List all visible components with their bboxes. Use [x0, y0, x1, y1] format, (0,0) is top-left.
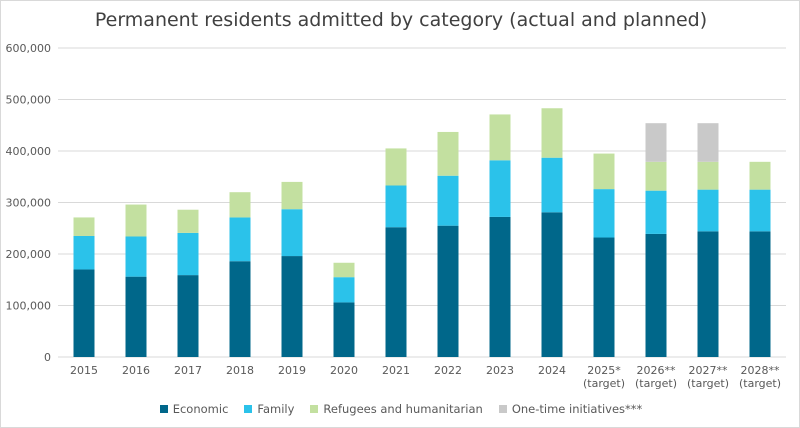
bar-refugees-and-humanitarian [333, 262, 355, 278]
y-tick-label: 200,000 [6, 248, 52, 261]
bar-family [281, 209, 303, 257]
x-tick-label: 2028** [741, 364, 780, 377]
bar-family [749, 189, 771, 232]
bar-family [385, 185, 407, 228]
bar-economic [177, 275, 199, 357]
bar-economic [437, 225, 459, 357]
legend-item: One-time initiatives*** [498, 402, 643, 416]
y-tick-label: 400,000 [6, 145, 52, 158]
bar-one-time-initiatives [697, 123, 719, 162]
bar-family [73, 235, 95, 270]
bar-refugees-and-humanitarian [385, 148, 407, 186]
bar-family [229, 217, 251, 262]
y-tick-label: 600,000 [6, 42, 52, 55]
plot-area: 0 100,000 200,000 300,000 400,000 500,000 600,… [6, 42, 786, 390]
bar-economic [593, 237, 615, 357]
y-tick-label: 100,000 [6, 300, 52, 313]
bar-economic [697, 231, 719, 357]
legend-item: Family [244, 402, 294, 416]
bar-economic [281, 256, 303, 357]
bar-family [697, 189, 719, 232]
bar-economic [645, 233, 667, 357]
bar-refugees-and-humanitarian [645, 161, 667, 191]
legend: Economic Family Refugees and humanitarian O… [1, 402, 799, 416]
bar-refugees-and-humanitarian [437, 131, 459, 176]
bar-refugees-and-humanitarian [697, 161, 719, 190]
bar-economic [749, 231, 771, 357]
bar-family [333, 277, 355, 303]
x-tick-label: 2021 [382, 364, 410, 377]
y-tick-label: 300,000 [6, 197, 52, 210]
x-tick-label: 2015 [70, 364, 98, 377]
x-tick-label: 2020 [330, 364, 358, 377]
bar-family [177, 232, 199, 276]
legend-label: One-time initiatives*** [511, 402, 643, 416]
bar-refugees-and-humanitarian [541, 108, 563, 158]
y-tick-label: 500,000 [6, 94, 52, 107]
x-tick-label: (target) [687, 377, 729, 390]
y-tick-label: 0 [44, 351, 51, 364]
bar-family [489, 160, 511, 217]
bar-family [645, 190, 667, 234]
x-tick-label: 2016 [122, 364, 150, 377]
bar-refugees-and-humanitarian [177, 209, 199, 233]
bar-economic [125, 276, 147, 357]
legend-item: Refugees and humanitarian [310, 402, 483, 416]
legend-swatch [159, 405, 168, 413]
bar-refugees-and-humanitarian [749, 161, 771, 190]
bar-refugees-and-humanitarian [229, 192, 251, 218]
bar-one-time-initiatives [645, 123, 667, 162]
legend-item: Economic [159, 402, 229, 416]
bar-refugees-and-humanitarian [125, 204, 147, 237]
x-tick-label: 2027** [689, 364, 728, 377]
bar-family [125, 236, 147, 277]
bar-refugees-and-humanitarian [489, 114, 511, 161]
x-tick-label: (target) [739, 377, 781, 390]
legend-label: Economic [172, 402, 229, 416]
bar-economic [73, 269, 95, 357]
bar-economic [541, 212, 563, 357]
bar-economic [229, 261, 251, 357]
bar-family [593, 189, 615, 238]
x-tick-label: 2019 [278, 364, 306, 377]
legend-swatch [244, 405, 253, 413]
bar-family [541, 157, 563, 213]
legend-label: Refugees and humanitarian [323, 402, 483, 416]
bar-refugees-and-humanitarian [73, 217, 95, 236]
bar-refugees-and-humanitarian [281, 181, 303, 210]
bar-economic [333, 302, 355, 357]
x-tick-label: 2018 [226, 364, 254, 377]
x-tick-label: 2022 [434, 364, 462, 377]
bar-refugees-and-humanitarian [593, 153, 615, 190]
bar-economic [489, 216, 511, 357]
legend-label: Family [257, 402, 295, 416]
legend-swatch [310, 405, 319, 413]
x-tick-label: (target) [635, 377, 677, 390]
x-tick-label: 2026** [637, 364, 676, 377]
x-tick-label: 2023 [486, 364, 514, 377]
chart-title: Permanent residents admitted by category… [94, 9, 708, 31]
bar-family [437, 175, 459, 226]
bar-economic [385, 227, 407, 357]
x-tick-label: 2024 [538, 364, 566, 377]
x-tick-label: 2025* [587, 364, 621, 377]
legend-swatch [498, 405, 507, 413]
x-tick-label: (target) [583, 377, 625, 390]
x-tick-label: 2017 [174, 364, 202, 377]
